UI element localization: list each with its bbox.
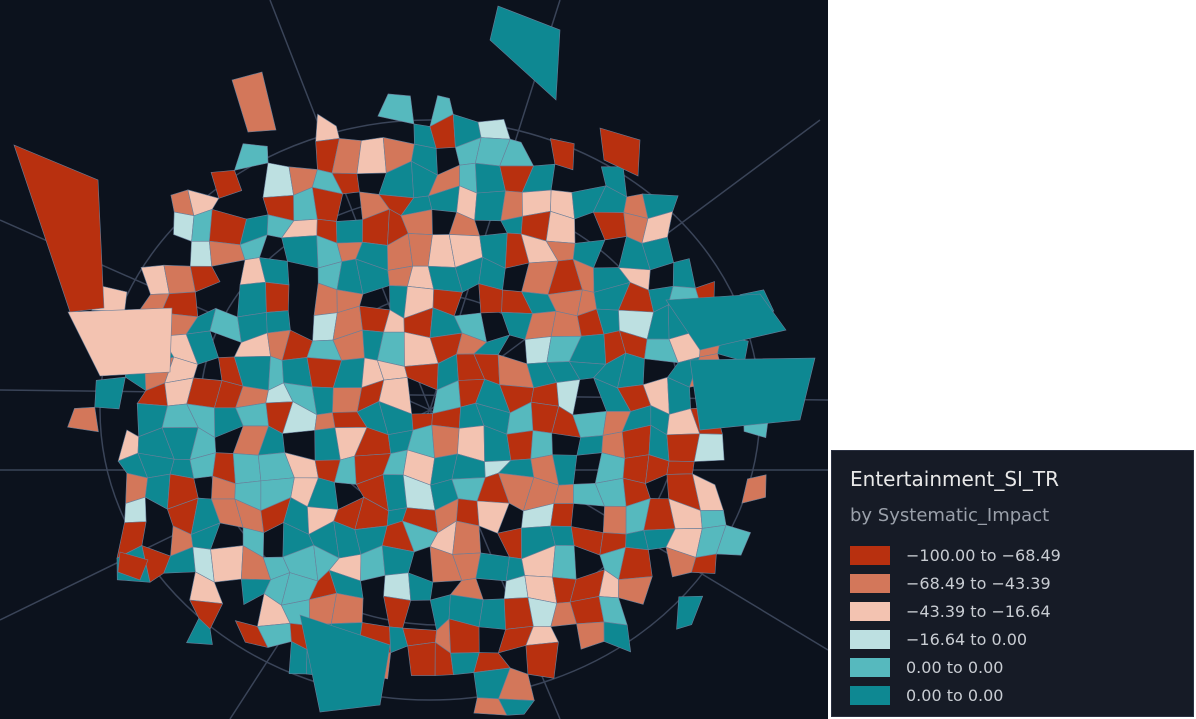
tract	[498, 698, 535, 716]
tract	[314, 412, 336, 431]
tract	[117, 551, 149, 581]
tract	[525, 641, 559, 679]
legend-swatch	[850, 546, 890, 565]
tract	[330, 592, 364, 625]
legend-swatch	[850, 630, 890, 649]
tract	[530, 430, 553, 460]
tract	[13, 144, 105, 313]
tract	[552, 545, 577, 580]
tract	[693, 433, 725, 462]
tract	[407, 641, 436, 676]
tract	[67, 406, 99, 433]
legend-label: 0.00 to 0.00	[906, 658, 1004, 677]
tract	[576, 435, 604, 456]
tract	[210, 169, 243, 199]
tract	[506, 430, 534, 461]
tract	[210, 545, 244, 583]
tract	[452, 520, 482, 555]
tract	[550, 138, 575, 171]
tract	[665, 293, 787, 351]
tract	[676, 595, 704, 630]
tract	[691, 553, 717, 574]
tract	[266, 310, 291, 334]
legend-label: −43.39 to −16.64	[906, 602, 1051, 621]
tract	[474, 190, 506, 222]
tract	[299, 614, 391, 713]
tract	[265, 281, 290, 313]
tract	[715, 524, 751, 556]
legend-subtitle: by Systematic_Impact	[850, 505, 1050, 526]
tract	[666, 460, 695, 475]
legend-label: −68.49 to −43.39	[906, 574, 1051, 593]
tract	[550, 503, 574, 527]
tract	[618, 576, 653, 605]
legend-label: −16.64 to 0.00	[906, 630, 1028, 649]
tract	[356, 137, 387, 174]
tract	[232, 453, 262, 485]
tract	[189, 265, 221, 293]
tract	[689, 357, 816, 431]
tract	[602, 505, 627, 535]
legend-swatch	[850, 602, 890, 621]
legend-swatch	[850, 658, 890, 677]
tract	[741, 474, 767, 504]
tract	[336, 219, 363, 244]
tract	[603, 621, 632, 653]
legend-swatch	[850, 686, 890, 705]
tracts	[13, 5, 816, 716]
legend-swatch	[850, 574, 890, 593]
tract	[599, 127, 641, 177]
tract	[475, 552, 510, 582]
legend-label: −100.00 to −68.49	[906, 546, 1061, 565]
map	[0, 0, 828, 719]
tract	[332, 387, 363, 413]
tract	[237, 281, 267, 318]
tract	[94, 376, 126, 410]
legend-label: 0.00 to 0.00	[906, 686, 1004, 705]
tract	[478, 598, 506, 630]
tract	[489, 5, 561, 101]
tract	[431, 424, 460, 459]
legend: Entertainment_SI_TR by Systematic_Impact…	[831, 450, 1194, 717]
tract	[67, 307, 173, 377]
tract	[231, 71, 277, 133]
tract	[666, 433, 701, 462]
tract	[383, 572, 412, 601]
tract	[189, 240, 213, 267]
legend-title: Entertainment_SI_TR	[850, 467, 1060, 491]
tract	[186, 617, 213, 645]
